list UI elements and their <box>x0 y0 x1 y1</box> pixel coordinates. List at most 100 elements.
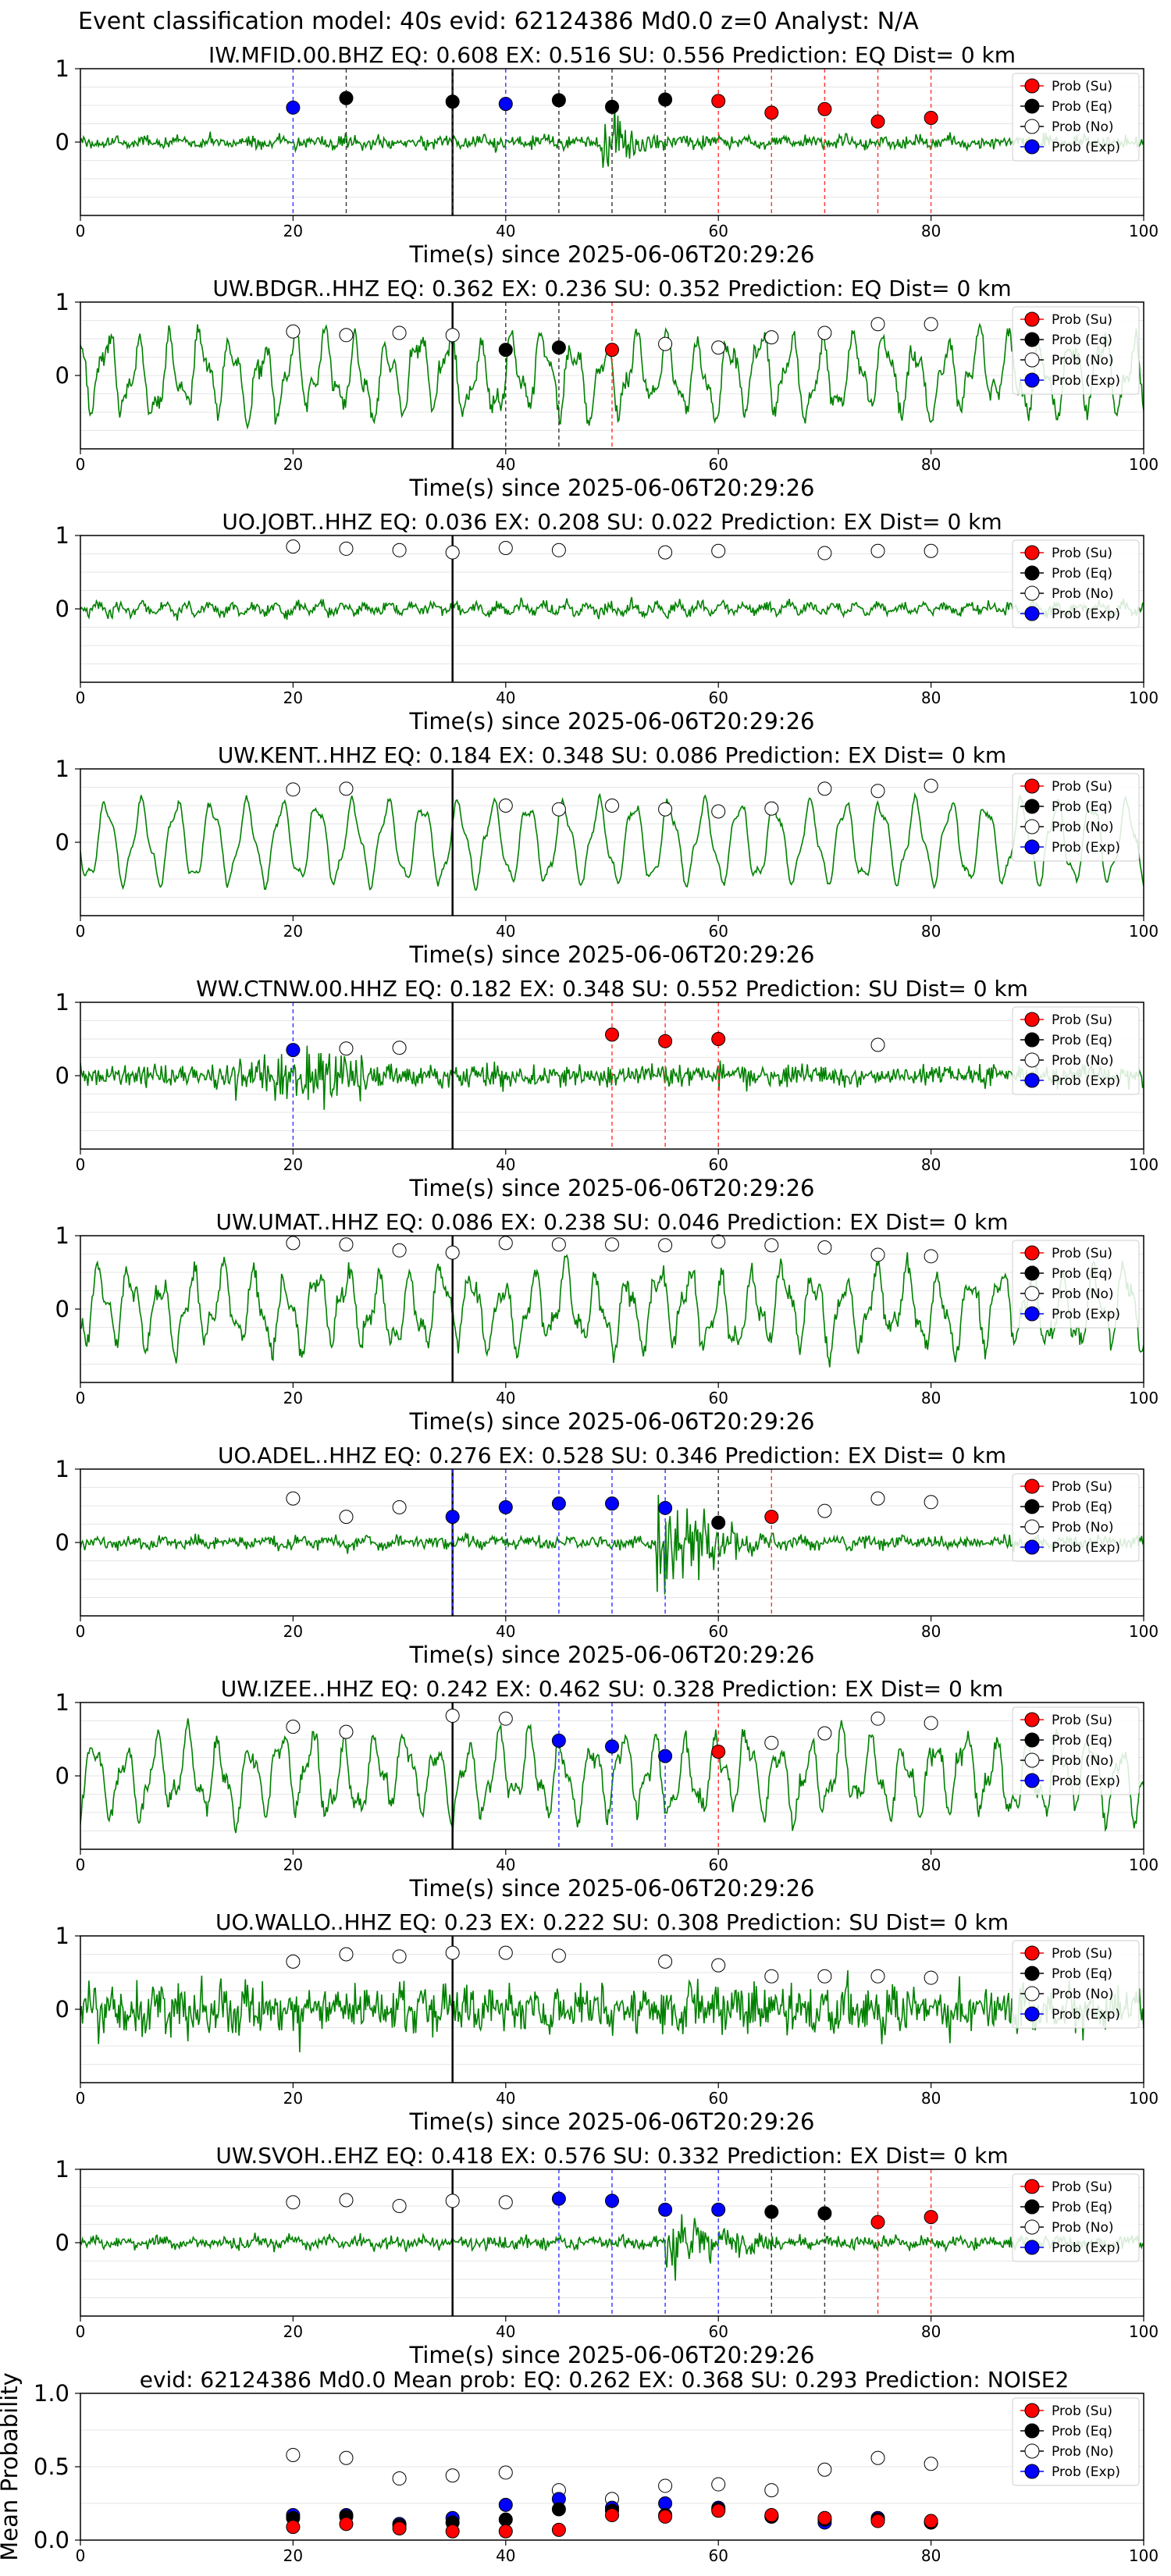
legend-marker-exp <box>1024 1773 1040 1788</box>
x-tick-label: 60 <box>708 1622 728 1641</box>
prob-point-no <box>339 541 354 556</box>
prob-point-no <box>924 317 938 332</box>
legend-frame <box>1012 1706 1140 1795</box>
legend-label-su: Prob (Su) <box>1052 312 1112 328</box>
x-tick-label: 80 <box>921 1389 941 1407</box>
y-tick-label: 0.5 <box>34 2453 69 2480</box>
prob-point-no <box>870 1491 885 1506</box>
prob-point-no <box>817 1240 832 1255</box>
x-tick-label: 40 <box>496 2546 515 2565</box>
x-tick-label: 100 <box>1129 2322 1159 2341</box>
legend-frame <box>1012 1240 1140 1329</box>
prob-point-su <box>711 94 726 109</box>
y-tick-label: 0.0 <box>34 2527 69 2553</box>
legend-frame <box>1012 2173 1140 2262</box>
x-tick-label: 100 <box>1129 688 1159 707</box>
prob-point-no <box>392 1041 407 1055</box>
prob-point-exp <box>605 2194 619 2208</box>
mean-prob-point-no <box>658 2478 673 2493</box>
panel-title: UW.BDGR..HHZ EQ: 0.362 EX: 0.236 SU: 0.3… <box>212 276 1011 301</box>
legend-label-exp: Prob (Exp) <box>1052 2007 1120 2023</box>
legend-label-exp: Prob (Exp) <box>1052 373 1120 389</box>
prob-point-no <box>711 804 726 819</box>
prob-point-exp <box>498 97 513 112</box>
x-axis-label: Time(s) since 2025-06-06T20:29:26 <box>409 708 815 735</box>
prob-point-eq <box>658 92 673 107</box>
panel-title: UW.UMAT..HHZ EQ: 0.086 EX: 0.238 SU: 0.0… <box>216 1209 1009 1235</box>
legend-label-eq: Prob (Eq) <box>1052 566 1112 582</box>
legend-marker-eq <box>1024 1032 1040 1048</box>
prob-point-su <box>711 1032 726 1046</box>
prob-point-no <box>498 540 513 555</box>
mean-prob-point-su <box>498 2524 513 2539</box>
station-panel: WW.CTNW.00.HHZ EQ: 0.182 EX: 0.348 SU: 0… <box>55 976 1159 1201</box>
legend-label-no: Prob (No) <box>1052 1286 1114 1302</box>
x-axis-label: Time(s) since 2025-06-06T20:29:26 <box>409 1875 815 1902</box>
mean-prob-point-no <box>445 2468 460 2483</box>
legend-label-eq: Prob (Eq) <box>1052 2200 1112 2215</box>
legend-marker-su <box>1024 1012 1040 1027</box>
y-tick-label: 1 <box>55 756 69 782</box>
prob-point-exp <box>286 100 301 115</box>
legend-marker-su <box>1024 78 1040 94</box>
x-tick-label: 40 <box>496 1155 515 1174</box>
prob-point-su <box>870 2215 885 2229</box>
prob-point-no <box>870 1247 885 1262</box>
y-tick-label: 0 <box>55 1996 69 2023</box>
legend-label-exp: Prob (Exp) <box>1052 607 1120 622</box>
prob-point-no <box>605 1237 619 1252</box>
legend-label-exp: Prob (Exp) <box>1052 140 1120 155</box>
x-tick-label: 100 <box>1129 2546 1159 2565</box>
mean-prob-point-su <box>392 2521 407 2535</box>
x-tick-label: 20 <box>283 1856 303 1874</box>
x-tick-label: 100 <box>1129 1622 1159 1641</box>
mean-prob-point-no <box>286 2447 301 2462</box>
prob-point-no <box>498 1236 513 1251</box>
mean-prob-point-no <box>817 2462 832 2477</box>
legend-label-su: Prob (Su) <box>1052 1479 1112 1495</box>
x-tick-label: 60 <box>708 455 728 474</box>
legend-label-exp: Prob (Exp) <box>1052 1073 1120 1089</box>
x-tick-label: 60 <box>708 1155 728 1174</box>
prob-point-no <box>392 326 407 340</box>
prob-point-no <box>658 802 673 817</box>
legend-label-exp: Prob (Exp) <box>1052 1307 1120 1322</box>
legend-frame <box>1012 2397 1140 2486</box>
x-axis-label: Time(s) since 2025-06-06T20:29:26 <box>409 475 815 501</box>
mean-prob-point-no <box>392 2471 407 2486</box>
legend-label-exp: Prob (Exp) <box>1052 1774 1120 1789</box>
legend-label-exp: Prob (Exp) <box>1052 2240 1120 2256</box>
mean-prob-point-su <box>339 2517 354 2532</box>
prob-point-eq <box>817 2206 832 2221</box>
prob-point-eq <box>445 94 460 109</box>
prob-point-no <box>498 799 513 813</box>
prob-point-exp <box>658 2202 673 2217</box>
mean-prob-point-su <box>764 2508 779 2523</box>
mean-probability-panel: evid: 62124386 Md0.0 Mean prob: EQ: 0.26… <box>0 2367 1159 2565</box>
x-tick-label: 80 <box>921 2322 941 2341</box>
prob-point-no <box>817 1503 832 1518</box>
legend: Prob (Su) Prob (Eq) Prob (No) Prob (Exp) <box>1012 306 1140 395</box>
x-axis-label: Time(s) since 2025-06-06T20:29:26 <box>409 2342 815 2368</box>
legend-marker-no <box>1024 1519 1040 1535</box>
x-tick-label: 0 <box>76 1622 86 1641</box>
prob-point-no <box>924 1970 938 1985</box>
x-tick-label: 20 <box>283 2089 303 2108</box>
x-tick-label: 0 <box>76 2546 86 2565</box>
legend-frame <box>1012 1006 1140 1095</box>
y-tick-label: 1 <box>55 989 69 1016</box>
station-panel: UO.JOBT..HHZ EQ: 0.036 EX: 0.208 SU: 0.0… <box>55 509 1159 735</box>
legend-label-no: Prob (No) <box>1052 820 1114 835</box>
prob-point-su <box>605 343 619 358</box>
mean-prob-point-su <box>445 2524 460 2539</box>
x-tick-label: 20 <box>283 688 303 707</box>
x-tick-label: 20 <box>283 1155 303 1174</box>
legend-label-exp: Prob (Exp) <box>1052 1540 1120 1556</box>
prob-point-no <box>817 1726 832 1741</box>
prob-point-no <box>605 799 619 813</box>
prob-point-no <box>339 328 354 343</box>
x-tick-label: 20 <box>283 1622 303 1641</box>
x-tick-label: 40 <box>496 688 515 707</box>
legend-label-su: Prob (Su) <box>1052 79 1112 94</box>
